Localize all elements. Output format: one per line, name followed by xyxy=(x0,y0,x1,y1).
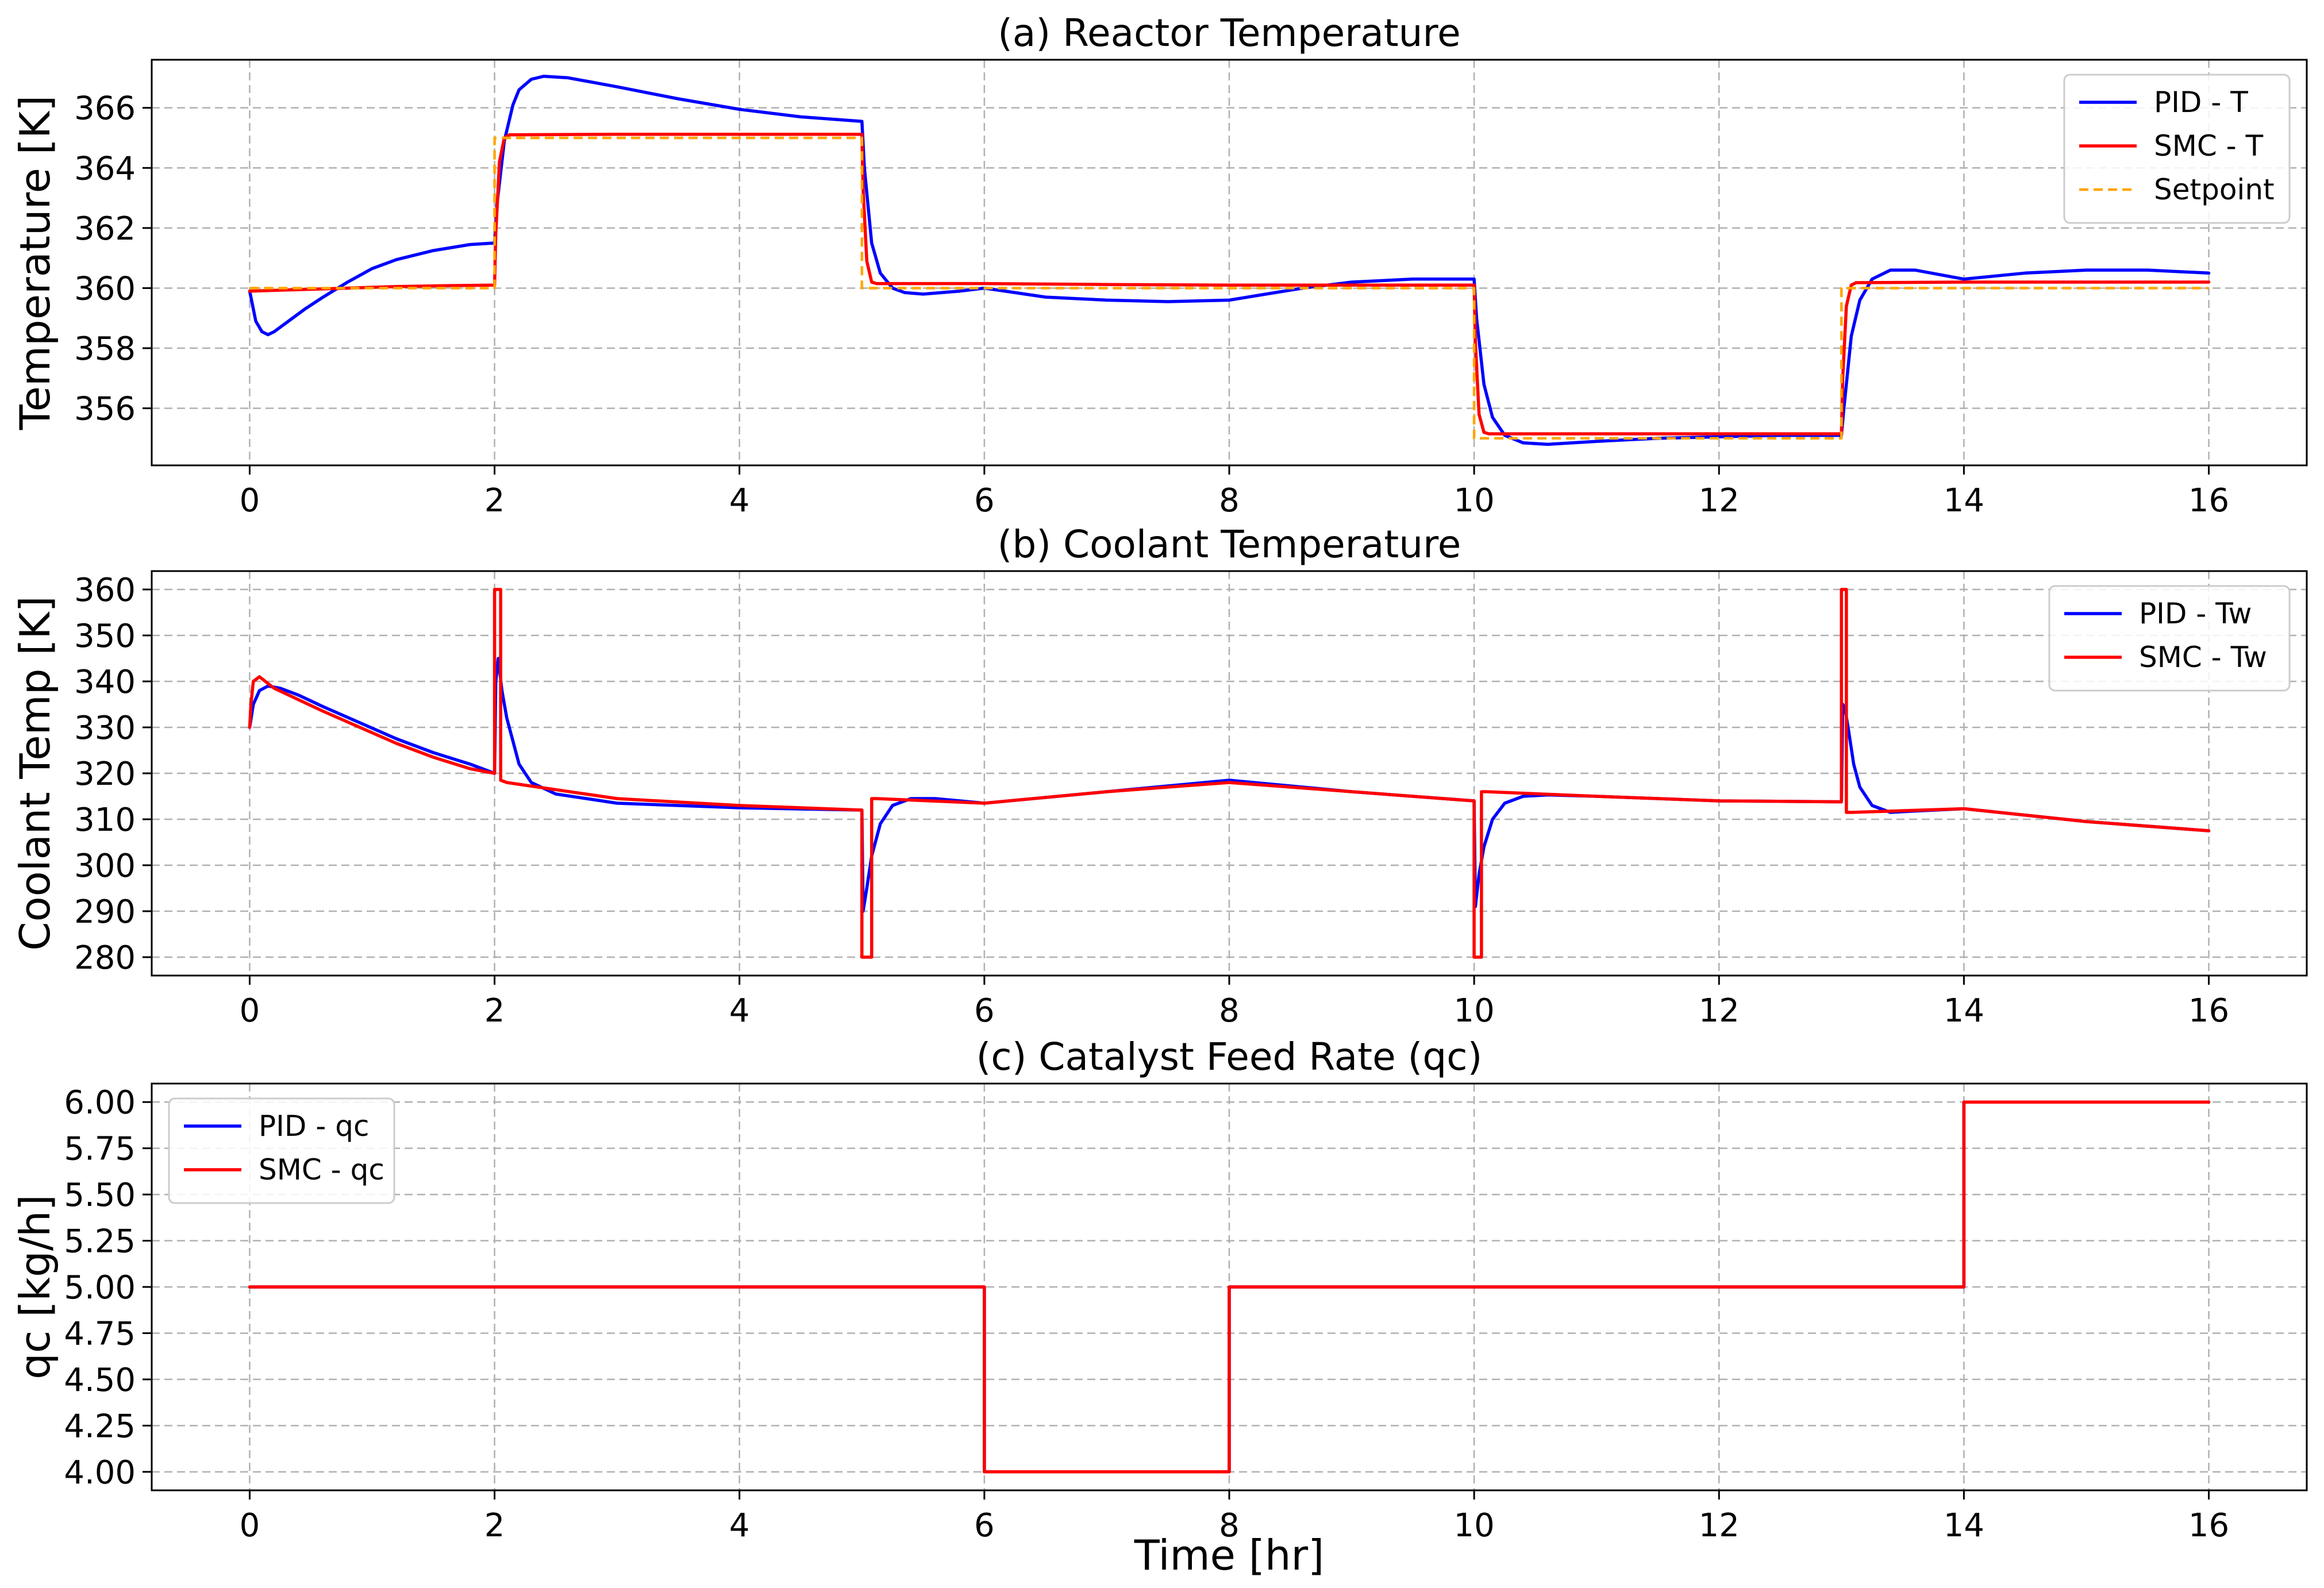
y-tick-label: 350 xyxy=(74,618,136,655)
y-tick-label: 320 xyxy=(74,756,136,793)
legend-label: SMC - T xyxy=(2154,129,2264,163)
legend: PID - T SMC - T Setpoint xyxy=(2063,74,2291,224)
x-tick-label: 10 xyxy=(1454,992,1495,1030)
x-tick-label: 16 xyxy=(2188,482,2229,519)
y-tick-label: 4.25 xyxy=(64,1408,136,1445)
y-tick-label: 6.00 xyxy=(64,1084,136,1121)
y-tick-label: 4.50 xyxy=(64,1362,136,1399)
x-tick-label: 10 xyxy=(1454,482,1495,519)
x-tick-label: 16 xyxy=(2188,1507,2229,1544)
y-tick-label: 4.00 xyxy=(64,1454,136,1491)
legend: PID - Tw SMC - Tw xyxy=(2048,585,2291,692)
series-group xyxy=(248,75,2211,446)
y-tick-label: 310 xyxy=(74,801,136,839)
legend-frame xyxy=(2063,74,2291,224)
legend-label: Setpoint xyxy=(2154,173,2275,206)
y-tick-label: 4.75 xyxy=(64,1315,136,1352)
chart-title: (b) Coolant Temperature xyxy=(998,522,1461,566)
y-tick-label: 358 xyxy=(74,330,136,368)
x-tick-label: 8 xyxy=(1219,1507,1240,1544)
x-tick-label: 8 xyxy=(1219,482,1240,519)
y-tick-label: 300 xyxy=(74,847,136,885)
y-tick-label: 280 xyxy=(74,939,136,977)
chart-panel-2: 0 2 4 6 8 10 12 14 16 280 290 300 310 320 330 340 350 360… xyxy=(11,522,2308,1030)
y-tick-label: 5.75 xyxy=(64,1131,136,1168)
x-tick-label: 6 xyxy=(974,1507,995,1544)
x-tick-label: 4 xyxy=(729,482,750,519)
legend-label: PID - Tw xyxy=(2139,597,2252,630)
x-tick-label: 14 xyxy=(1944,992,1984,1030)
gridlines xyxy=(152,571,2307,976)
x-tick-label: 12 xyxy=(1699,482,1740,519)
legend-label: SMC - qc xyxy=(259,1153,384,1186)
chart-panel-3: 0 2 4 6 8 10 12 14 16 4.00 4.25 4.50 4.75 5.00 5.25 5.5… xyxy=(11,1035,2308,1579)
chart-title: (a) Reactor Temperature xyxy=(998,11,1461,55)
x-tick-label: 6 xyxy=(974,992,995,1030)
x-tick-label: 10 xyxy=(1454,1507,1495,1544)
chart-panel-1: 0 2 4 6 8 10 12 14 16 356 358 360 362 364 366 (a) React… xyxy=(11,11,2308,519)
series-line xyxy=(248,657,2211,913)
x-tick-label: 4 xyxy=(729,1507,750,1544)
x-tick-label: 16 xyxy=(2188,992,2229,1030)
x-tick-label: 8 xyxy=(1219,992,1240,1030)
x-tick-label: 12 xyxy=(1699,992,1740,1030)
x-tick-label: 0 xyxy=(240,482,260,519)
series-group xyxy=(248,1100,2211,1474)
series-line xyxy=(248,588,2211,959)
series-line xyxy=(249,136,2209,440)
x-axis-label: Time [hr] xyxy=(1134,1531,1325,1579)
x-tick-label: 0 xyxy=(240,992,260,1030)
y-tick-label: 5.00 xyxy=(64,1269,136,1306)
y-tick-label: 362 xyxy=(74,210,136,248)
y-axis-label: Temperature [K] xyxy=(11,95,59,430)
y-axis-label: qc [kg/h] xyxy=(11,1194,59,1379)
legend-label: PID - T xyxy=(2154,86,2248,119)
y-tick-label: 290 xyxy=(74,893,136,931)
y-tick-label: 356 xyxy=(74,391,136,428)
y-tick-label: 360 xyxy=(74,572,136,609)
series-group xyxy=(248,588,2211,959)
x-tick-label: 6 xyxy=(974,482,995,519)
x-tick-label: 12 xyxy=(1699,1507,1740,1544)
x-tick-label: 4 xyxy=(729,992,750,1030)
x-tick-label: 2 xyxy=(484,992,505,1030)
y-tick-label: 5.25 xyxy=(64,1223,136,1261)
x-tick-label: 14 xyxy=(1944,1507,1984,1544)
x-tick-label: 0 xyxy=(240,1507,260,1544)
y-tick-label: 5.50 xyxy=(64,1177,136,1214)
y-tick-label: 364 xyxy=(74,150,136,187)
x-tick-label: 2 xyxy=(484,1507,505,1544)
series-line xyxy=(248,1100,2211,1474)
y-tick-label: 366 xyxy=(74,90,136,128)
y-axis-label: Coolant Temp [K] xyxy=(11,596,59,950)
legend: PID - qc SMC - qc xyxy=(168,1097,395,1204)
y-tick-label: 340 xyxy=(74,664,136,701)
legend-label: SMC - Tw xyxy=(2139,641,2267,674)
chart-title: (c) Catalyst Feed Rate (qc) xyxy=(976,1035,1483,1079)
x-tick-label: 14 xyxy=(1944,482,1984,519)
x-tick-label: 2 xyxy=(484,482,505,519)
y-tick-label: 330 xyxy=(74,710,136,747)
legend-label: PID - qc xyxy=(259,1109,369,1143)
y-tick-label: 360 xyxy=(74,270,136,307)
